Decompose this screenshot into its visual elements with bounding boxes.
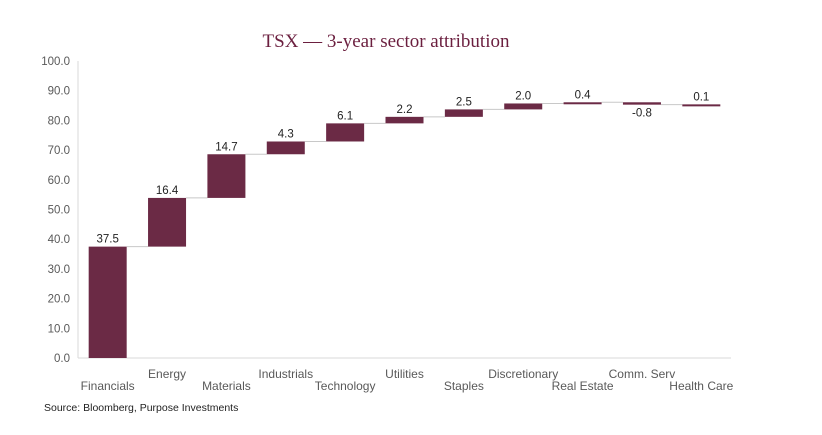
bar: [88, 246, 127, 358]
data-label: 2.2: [397, 104, 413, 116]
source-note: Source: Bloomberg, Purpose Investments: [44, 402, 238, 414]
bar: [207, 154, 246, 198]
bar: [326, 123, 365, 142]
category-label: Technology: [315, 379, 376, 393]
bar: [385, 116, 424, 124]
data-label: 16.4: [156, 185, 179, 197]
category-label: Materials: [202, 379, 251, 393]
data-label: 0.4: [575, 89, 592, 101]
data-label: -0.8: [632, 108, 652, 120]
category-label: Utilities: [385, 367, 424, 381]
data-label: 6.1: [337, 110, 353, 122]
category-labels: Financials Energy Materials IndustrialsTech…: [81, 367, 734, 393]
y-tick-label: 30.0: [48, 264, 70, 276]
y-tick-label: 0.0: [54, 353, 70, 365]
category-label: Industrials: [258, 367, 313, 381]
bars: [88, 102, 721, 358]
bar: [266, 141, 305, 155]
category-label: Comm. Serv: [609, 367, 676, 381]
data-label: 4.3: [278, 128, 294, 140]
category-label: Energy: [148, 367, 186, 381]
data-labels: 37.5 16.4 14.7 4.3 6.1 2.2 2.5 2.0 0.4 -0.8 0.1: [96, 89, 709, 245]
connectors: [126, 101, 683, 248]
y-tick-label: 60.0: [48, 175, 70, 187]
y-tick-label: 100.0: [41, 56, 70, 68]
y-tick-label: 70.0: [48, 145, 70, 157]
bar: [148, 197, 187, 247]
data-label: 2.0: [515, 90, 531, 102]
y-tick-label: 10.0: [48, 323, 70, 335]
bar: [682, 104, 721, 107]
y-tick-label: 80.0: [48, 115, 70, 127]
y-tick-label: 50.0: [48, 205, 70, 217]
data-label: 2.5: [456, 96, 472, 108]
chart-title: TSX — 3-year sector attribution: [263, 31, 510, 52]
data-label: 14.7: [215, 141, 237, 153]
bar: [563, 102, 602, 105]
category-label: Health Care: [669, 379, 733, 393]
y-tick-label: 90.0: [48, 86, 70, 98]
data-label: 37.5: [96, 234, 118, 246]
y-tick-label: 40.0: [48, 234, 70, 246]
category-label: Staples: [444, 379, 484, 393]
category-label: Real Estate: [552, 379, 614, 393]
category-label: Financials: [81, 379, 135, 393]
data-label: 0.1: [693, 91, 709, 103]
category-label: Discretionary: [488, 367, 558, 381]
bar: [444, 109, 483, 117]
bar: [504, 103, 543, 110]
axes: 0.0 10.0 20.0 30.0 40.0 50.0 60.0 70.0 80.0 90.0 1…: [41, 56, 731, 365]
y-tick-label: 20.0: [48, 294, 70, 306]
bar: [622, 102, 661, 105]
